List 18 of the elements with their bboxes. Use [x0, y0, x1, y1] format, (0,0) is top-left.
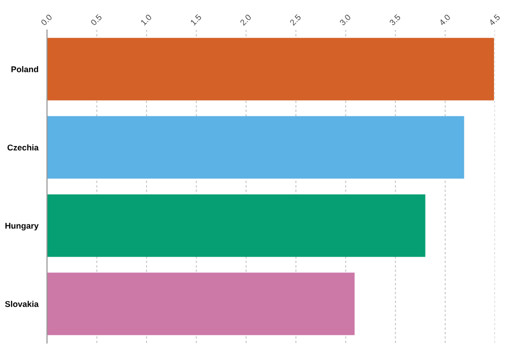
y-tick-label: Czechia [8, 144, 39, 150]
x-tick-label: 2.0 [240, 14, 252, 26]
x-tick-label: 0.5 [90, 14, 102, 26]
y-tick-label: Slovakia [5, 300, 39, 307]
y-tick-label: Hungary [5, 222, 39, 230]
bar [47, 116, 464, 179]
x-tick-label: 0.0 [40, 14, 52, 26]
x-tick-label: 3.5 [388, 14, 401, 26]
x-tick-label: 1.5 [190, 14, 202, 26]
x-tick-label: 2.5 [290, 14, 302, 26]
bar [47, 194, 426, 257]
x-tick-label: 3.0 [339, 14, 352, 26]
y-tick-label: Poland [11, 66, 38, 72]
x-tick-label: 4.5 [488, 14, 500, 26]
x-tick-label: 1.0 [140, 14, 152, 26]
x-tick-label: 4.0 [438, 14, 451, 26]
bar [47, 272, 355, 336]
bar [47, 38, 494, 100]
